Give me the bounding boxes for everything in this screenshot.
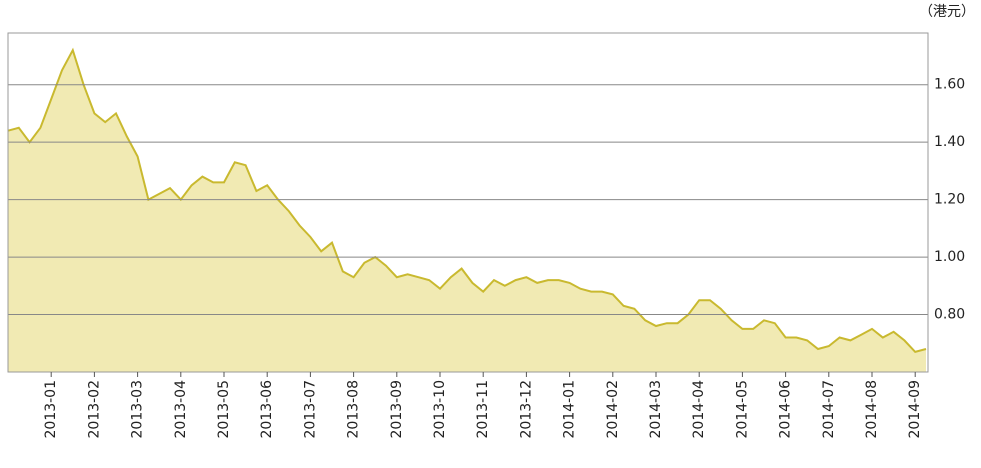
y-tick-label: 1.60 bbox=[934, 77, 965, 93]
area bbox=[8, 50, 926, 372]
y-unit-label: （港元） bbox=[919, 4, 975, 20]
x-tick-label: 2013-02 bbox=[86, 380, 102, 439]
x-tick-label: 2013-10 bbox=[432, 380, 448, 439]
y-tick-label: 1.00 bbox=[934, 249, 965, 265]
x-tick-label: 2013-06 bbox=[259, 380, 275, 439]
x-tick-label: 2013-12 bbox=[518, 380, 534, 439]
x-tick-label: 2013-07 bbox=[302, 380, 318, 439]
x-tick-label: 2014-04 bbox=[691, 380, 707, 439]
y-tick-label: 0.80 bbox=[934, 307, 965, 323]
x-tick-label: 2013-03 bbox=[130, 380, 146, 439]
x-tick-label: 2014-03 bbox=[648, 380, 664, 439]
x-tick-label: 2013-04 bbox=[173, 380, 189, 439]
x-tick-label: 2014-01 bbox=[562, 380, 578, 439]
y-tick-label: 1.40 bbox=[934, 134, 965, 150]
y-tick-label: 1.20 bbox=[934, 192, 965, 208]
x-tick-label: 2014-09 bbox=[907, 380, 923, 439]
x-tick-label: 2014-05 bbox=[734, 380, 750, 439]
x-tick-label: 2014-07 bbox=[821, 380, 837, 439]
x-tick-label: 2013-01 bbox=[43, 380, 59, 439]
plot-frame bbox=[7, 32, 929, 373]
x-tick-label: 2013-11 bbox=[475, 380, 491, 439]
x-tick-label: 2013-09 bbox=[389, 380, 405, 439]
x-tick-label: 2013-05 bbox=[216, 380, 232, 439]
x-tick-label: 2013-08 bbox=[346, 380, 362, 439]
x-tick-label: 2014-02 bbox=[605, 380, 621, 439]
x-tick-label: 2014-08 bbox=[864, 380, 880, 439]
line bbox=[7, 47, 927, 354]
x-tick-label: 2014-06 bbox=[778, 380, 794, 439]
